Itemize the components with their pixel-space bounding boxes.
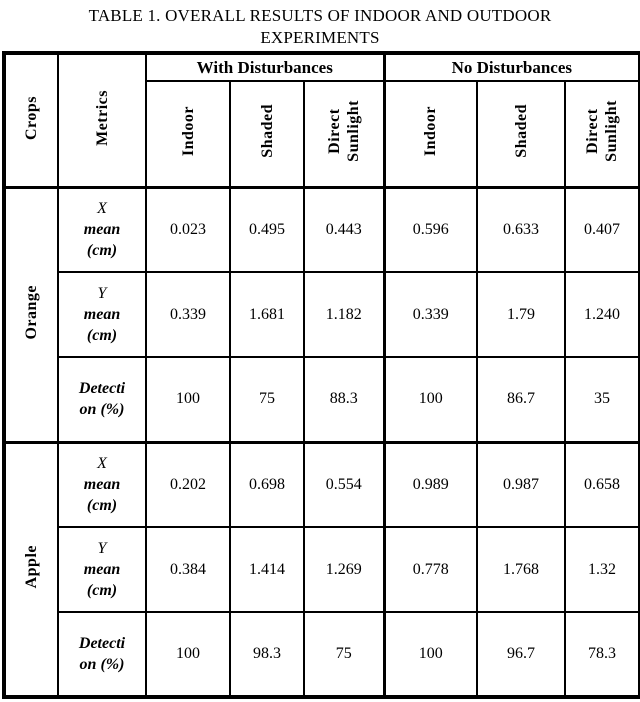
condition-header-no-indoor: Indoor — [382, 80, 479, 188]
metric-orange-detection: Detecti on (%) — [57, 356, 147, 443]
crop-label-apple: Apple — [3, 440, 59, 698]
value-cell: 0.339 — [145, 271, 231, 358]
value-cell: 1.240 — [564, 271, 640, 358]
metric-line: (cm) — [86, 582, 118, 599]
crops-header-label: Crops — [23, 95, 40, 140]
table-title: TABLE 1. OVERALL RESULTS OF INDOOR AND O… — [0, 0, 640, 49]
value-cell: 0.987 — [476, 440, 567, 528]
crops-header: Crops — [3, 52, 59, 188]
condition-header-with-indoor: Indoor — [145, 80, 231, 188]
condition-header-no-direct-sunlight: Direct Sunlight — [564, 80, 640, 188]
value-cell: 75 — [302, 611, 386, 698]
metric-line: Detecti — [78, 635, 126, 652]
value-cell: 1.269 — [302, 526, 386, 613]
value-cell: 0.633 — [476, 185, 567, 273]
value-cell: 100 — [145, 356, 231, 443]
metrics-header-label: Metrics — [93, 89, 111, 146]
metric-line: on (%) — [79, 401, 125, 419]
crop-label-orange: Orange — [3, 185, 59, 443]
value-cell: 0.384 — [145, 526, 231, 613]
value-cell: 98.3 — [229, 611, 305, 698]
metric-apple-x-mean: X mean (cm) — [57, 440, 147, 528]
value-cell: 1.32 — [564, 526, 640, 613]
value-cell: 1.79 — [476, 271, 567, 358]
value-cell: 0.495 — [229, 185, 305, 273]
value-cell: 35 — [564, 356, 640, 443]
value-cell: 0.989 — [382, 440, 479, 528]
value-cell: 0.339 — [382, 271, 479, 358]
metric-line: mean — [83, 306, 121, 323]
no-disturbances-header: No Disturbances — [382, 52, 640, 82]
metric-apple-detection: Detecti on (%) — [57, 611, 147, 698]
table-title-line2: EXPERIMENTS — [260, 28, 380, 47]
results-table: Crops Metrics With Disturbances No Distu… — [2, 51, 640, 699]
metric-line: X — [97, 200, 107, 218]
value-cell: 88.3 — [302, 356, 386, 443]
metrics-header: Metrics — [57, 52, 147, 188]
metric-line: X — [97, 455, 107, 473]
condition-header-with-shaded: Shaded — [229, 80, 305, 188]
metric-line: (cm) — [86, 497, 118, 515]
value-cell: 96.7 — [476, 611, 567, 698]
metric-orange-y-mean: Y mean (cm) — [57, 271, 147, 358]
value-cell: 0.407 — [564, 185, 640, 273]
value-cell: 0.658 — [564, 440, 640, 528]
metric-line: Detecti — [78, 380, 126, 398]
value-cell: 100 — [145, 611, 231, 698]
value-cell: 1.414 — [229, 526, 305, 613]
value-cell: 0.554 — [302, 440, 386, 528]
metric-apple-y-mean: Y mean (cm) — [57, 526, 147, 613]
value-cell: 0.778 — [382, 526, 479, 613]
metric-line: (cm) — [86, 327, 118, 344]
with-disturbances-header: With Disturbances — [144, 52, 386, 82]
table-title-line1: TABLE 1. OVERALL RESULTS OF INDOOR AND O… — [88, 6, 552, 25]
value-cell: 1.681 — [229, 271, 305, 358]
value-cell: 0.698 — [229, 440, 305, 528]
value-cell: 0.596 — [382, 185, 479, 273]
metric-line: (cm) — [86, 242, 118, 260]
value-cell: 0.202 — [145, 440, 231, 528]
metric-line: mean — [83, 476, 121, 494]
metric-line: mean — [83, 221, 121, 239]
value-cell: 78.3 — [564, 611, 640, 698]
value-cell: 0.443 — [302, 185, 386, 273]
metric-line: mean — [83, 561, 121, 578]
metric-line: Y — [97, 540, 107, 557]
value-cell: 1.182 — [302, 271, 386, 358]
metric-orange-x-mean: X mean (cm) — [57, 185, 147, 273]
value-cell: 100 — [382, 356, 479, 443]
value-cell: 100 — [382, 611, 479, 698]
condition-header-no-shaded: Shaded — [476, 80, 567, 188]
value-cell: 1.768 — [476, 526, 567, 613]
value-cell: 0.023 — [145, 185, 231, 273]
metric-line: on (%) — [79, 656, 125, 673]
metric-line: Y — [97, 285, 107, 302]
value-cell: 86.7 — [476, 356, 567, 443]
condition-header-with-direct-sunlight: Direct Sunlight — [302, 80, 386, 188]
value-cell: 75 — [229, 356, 305, 443]
